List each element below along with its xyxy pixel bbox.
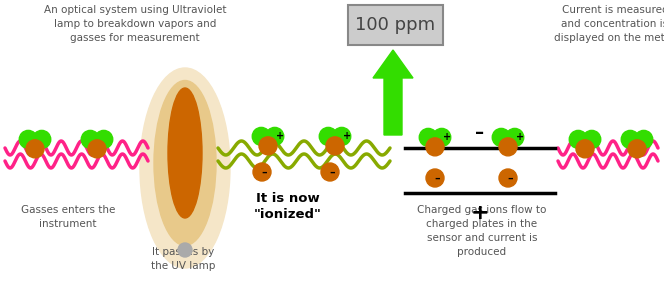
FancyArrow shape [373, 50, 413, 135]
Circle shape [19, 131, 37, 148]
Circle shape [81, 131, 99, 148]
Circle shape [583, 131, 601, 148]
Circle shape [253, 163, 271, 181]
Circle shape [433, 128, 451, 146]
Circle shape [259, 137, 277, 155]
Text: 100 ppm: 100 ppm [355, 16, 436, 34]
Text: It is now
"ionized": It is now "ionized" [254, 192, 322, 221]
Circle shape [492, 128, 510, 146]
Text: –: – [261, 168, 267, 178]
Circle shape [426, 169, 444, 187]
Text: Gasses enters the
instrument: Gasses enters the instrument [21, 205, 115, 229]
Circle shape [506, 128, 524, 146]
Text: +: + [443, 132, 451, 142]
Text: An optical system using Ultraviolet
lamp to breakdown vapors and
gasses for meas: An optical system using Ultraviolet lamp… [44, 5, 226, 43]
Circle shape [569, 131, 587, 148]
Circle shape [333, 128, 351, 145]
Text: Charged gas ions flow to
charged plates in the
sensor and current is
produced: Charged gas ions flow to charged plates … [417, 205, 546, 257]
Text: +: + [516, 132, 524, 142]
Ellipse shape [168, 88, 202, 218]
Circle shape [635, 131, 653, 148]
Text: Current is measured
and concentration is
displayed on the meter: Current is measured and concentration is… [554, 5, 664, 43]
Circle shape [26, 140, 44, 158]
FancyBboxPatch shape [348, 5, 443, 45]
Circle shape [419, 128, 438, 146]
Circle shape [326, 137, 344, 155]
Text: –: – [434, 174, 440, 184]
Text: –: – [507, 174, 513, 184]
Text: +: + [471, 203, 489, 223]
Circle shape [499, 138, 517, 156]
Circle shape [266, 128, 284, 145]
Text: It passes by
the UV lamp: It passes by the UV lamp [151, 247, 215, 271]
Circle shape [622, 131, 639, 148]
Circle shape [321, 163, 339, 181]
Text: –: – [329, 168, 335, 178]
Circle shape [178, 243, 192, 257]
Circle shape [319, 128, 337, 145]
Circle shape [95, 131, 113, 148]
Circle shape [499, 169, 517, 187]
Text: +: + [276, 131, 284, 141]
Ellipse shape [140, 68, 230, 268]
Circle shape [252, 128, 270, 145]
Circle shape [576, 140, 594, 158]
Ellipse shape [154, 80, 216, 246]
Circle shape [628, 140, 646, 158]
Circle shape [33, 131, 50, 148]
Circle shape [88, 140, 106, 158]
Text: –: – [475, 124, 485, 142]
Text: +: + [343, 131, 351, 141]
Circle shape [426, 138, 444, 156]
